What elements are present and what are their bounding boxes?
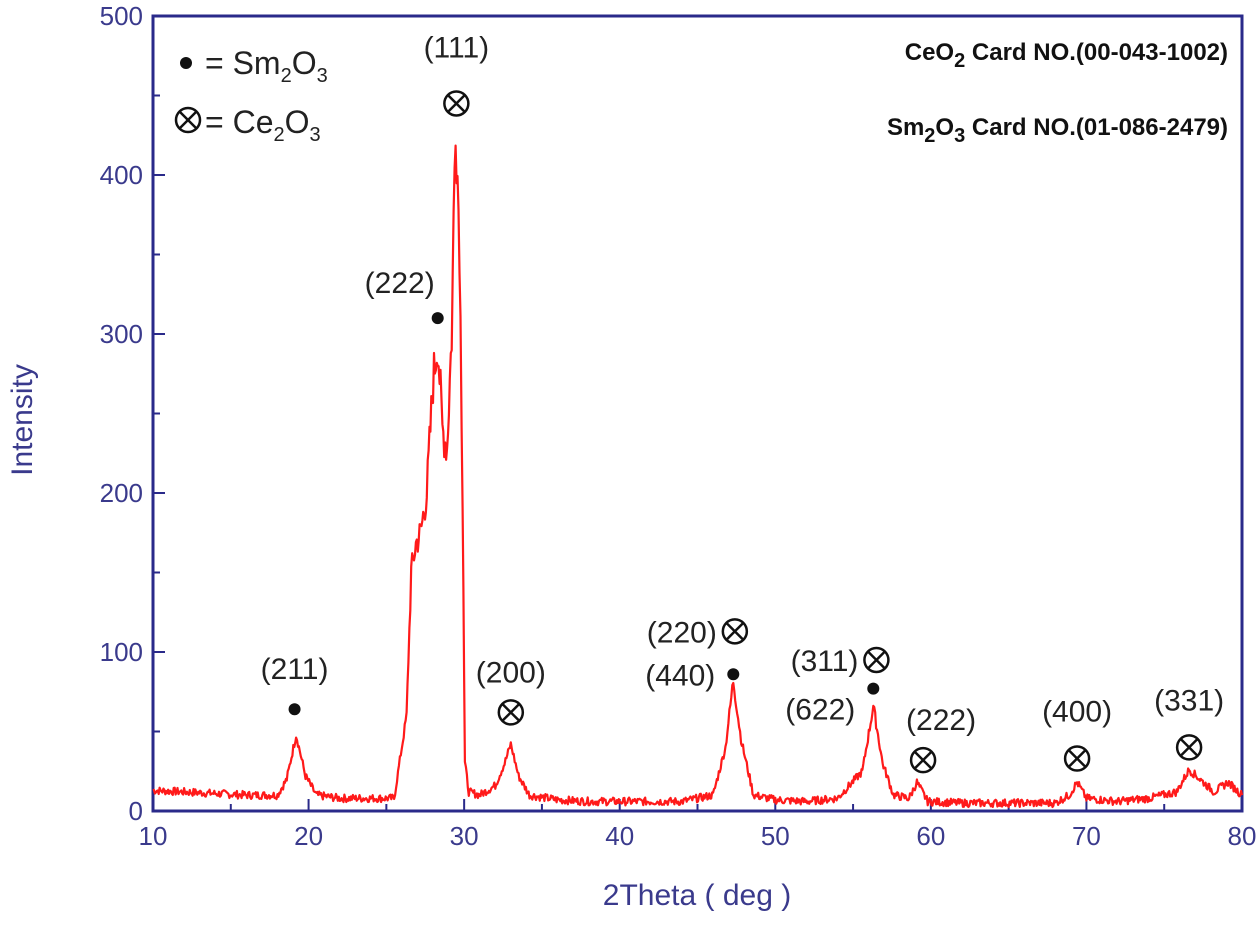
peak-annotation: (220) xyxy=(647,616,749,649)
legend-item-ce2o3: = Ce2O3 xyxy=(205,104,321,146)
peak-label: (222) xyxy=(906,704,976,737)
y-tick-label: 500 xyxy=(100,1,143,31)
ce2o3-otimes-marker xyxy=(863,646,890,674)
sm2o3-dot-marker xyxy=(867,682,880,695)
peak-annotation: (211) xyxy=(261,653,329,716)
x-tick-label: 60 xyxy=(916,821,945,851)
peak-label: (622) xyxy=(785,694,855,727)
x-tick-label: 70 xyxy=(1072,821,1101,851)
x-tick-label: 40 xyxy=(605,821,634,851)
y-tick-label: 200 xyxy=(100,478,143,508)
peak-label: (331) xyxy=(1154,684,1224,717)
peak-label: (400) xyxy=(1042,696,1112,729)
x-axis-title: 2Theta ( deg ) xyxy=(603,879,791,912)
legend-dot-marker xyxy=(180,57,192,69)
peak-annotation: (331) xyxy=(1154,684,1224,761)
y-tick-label: 0 xyxy=(129,796,143,826)
peak-label: (311) xyxy=(791,645,859,678)
legend-item-sm2o3: = Sm2O3 xyxy=(205,45,328,87)
peak-annotation: (622) xyxy=(785,682,880,727)
x-tick-label: 10 xyxy=(139,821,168,851)
peak-annotation: (400) xyxy=(1042,696,1112,772)
x-tick-label: 20 xyxy=(294,821,323,851)
ce2o3-otimes-marker xyxy=(721,618,749,645)
sm2o3-dot-marker xyxy=(727,668,740,681)
legend: = Sm2O3 = Ce2O3 xyxy=(174,45,328,146)
peak-annotations: (211) (222) (111) (200) (220) (440) (311) (622)… xyxy=(261,31,1224,774)
peak-annotation: (111) xyxy=(424,31,490,117)
ce2o3-otimes-marker xyxy=(497,699,525,726)
peak-annotation: (311) xyxy=(791,645,890,678)
peak-label: (200) xyxy=(476,656,546,689)
y-tick-label: 400 xyxy=(100,160,143,190)
peak-annotation: (200) xyxy=(476,656,546,726)
peak-label: (222) xyxy=(365,267,435,300)
peak-label: (440) xyxy=(645,659,715,692)
sm2o3-dot-marker xyxy=(288,703,301,716)
x-tick-label: 80 xyxy=(1228,821,1257,851)
peak-annotation: (440) xyxy=(645,659,740,692)
peak-annotation: (222) xyxy=(906,704,976,774)
ce2o3-otimes-marker xyxy=(1175,734,1203,761)
tick-labels: 10 20 30 40 50 60 70 80 0 100 200 300 400 500 xyxy=(100,1,1257,851)
series-line xyxy=(152,144,1244,809)
peak-label: (111) xyxy=(424,31,490,64)
card-ceo2: CeO2 Card NO.(00-043-1002) xyxy=(905,39,1228,72)
peak-label: (220) xyxy=(647,616,717,649)
ce2o3-otimes-marker xyxy=(443,90,470,117)
legend-otimes-marker xyxy=(174,106,202,134)
x-tick-label: 30 xyxy=(450,821,479,851)
ce2o3-otimes-marker xyxy=(909,746,937,774)
peak-label: (211) xyxy=(261,653,329,686)
y-axis-title: Intensity xyxy=(6,364,39,476)
peak-annotation: (222) xyxy=(365,267,444,325)
x-tick-label: 50 xyxy=(761,821,790,851)
ce2o3-otimes-marker xyxy=(1063,745,1091,772)
y-tick-label: 100 xyxy=(100,637,143,667)
sm2o3-dot-marker xyxy=(431,312,444,325)
card-info: CeO2 Card NO.(00-043-1002) Sm2O3 Card NO… xyxy=(887,39,1228,147)
card-sm2o3: Sm2O3 Card NO.(01-086-2479) xyxy=(887,114,1228,147)
y-tick-label: 300 xyxy=(100,319,143,349)
